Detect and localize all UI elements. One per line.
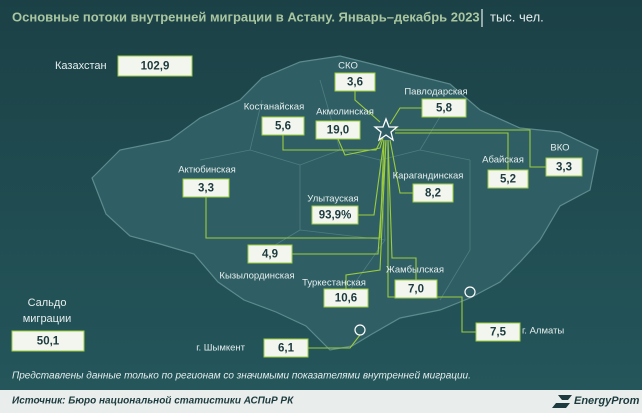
balance-box (11, 330, 85, 352)
flow-line (345, 139, 387, 289)
region-label: Актюбинская (178, 165, 236, 176)
logo-icon (552, 395, 572, 408)
region-label: Жамбылская (386, 265, 444, 276)
value-box (545, 157, 583, 177)
flow-line (389, 107, 422, 125)
region-value: 5,6 (275, 121, 291, 133)
flow-line (395, 129, 546, 168)
value-box (421, 98, 467, 118)
balance-value: 50,1 (37, 336, 60, 348)
region-value: 7,0 (408, 284, 424, 296)
flow-line (354, 91, 381, 123)
region-label: Акмолинская (316, 107, 374, 118)
total-box (117, 55, 193, 77)
flow-line (205, 139, 385, 239)
region-label: г. Шымкент (196, 343, 245, 354)
region-label: Туркестанская (302, 278, 366, 289)
value-box (334, 72, 376, 92)
region-label: Улытауская (307, 194, 358, 205)
region-value: 4,9 (262, 249, 278, 261)
brand: EnergyProm (574, 395, 640, 407)
region-label: СКО (338, 61, 358, 72)
region-value: 3,3 (198, 183, 214, 195)
value-box (323, 288, 369, 308)
balance-label: Сальдо (28, 297, 67, 309)
title: Основные потоки внутренней миграции в Ас… (12, 9, 480, 24)
value-box (263, 338, 309, 358)
region-value: 5,8 (436, 103, 453, 115)
region-value: 10,6 (335, 293, 357, 305)
value-box (315, 120, 361, 140)
almaty-marker (464, 286, 476, 298)
flow-line (389, 139, 413, 194)
region-value: 5,2 (500, 174, 516, 186)
region-label: ВКО (550, 143, 569, 154)
flow-line (308, 334, 361, 349)
flow-line (337, 137, 384, 156)
region-label: Павлодарская (404, 87, 467, 98)
value-box (311, 205, 359, 225)
region-label: Абайская (482, 155, 524, 166)
region-label: Кызылординская (219, 271, 294, 282)
value-box (247, 244, 293, 264)
footnote: Представлены данные только по регионам с… (12, 371, 471, 382)
region-label: Карагандинская (393, 171, 464, 182)
footer-bar (0, 390, 642, 413)
flow-line (395, 132, 509, 170)
unit: тыс. чел. (490, 9, 544, 24)
flow-line (282, 135, 383, 151)
regions: СКО 3,6 Павлодарская 5,8 Костанайская 5,6 Акмо… (178, 61, 583, 358)
region-value: 93,9% (319, 210, 352, 222)
flow-lines (205, 91, 546, 349)
total-label: Казахстан (55, 60, 107, 72)
value-box (182, 178, 230, 198)
region-value: 7,5 (490, 327, 507, 339)
flow-line (387, 140, 476, 333)
region-label: Костанайская (244, 102, 304, 113)
value-box (487, 169, 529, 189)
flow-line (292, 139, 387, 255)
astana-star (373, 117, 399, 142)
total-value: 102,9 (141, 61, 170, 73)
flow-line (387, 139, 417, 280)
value-box (475, 322, 521, 342)
region-value: 3,6 (347, 77, 363, 89)
region-label: г. Алматы (522, 326, 564, 337)
region-value: 8,2 (425, 188, 441, 200)
value-box (394, 279, 438, 299)
source: Источник: Бюро национальной статистики А… (12, 396, 294, 407)
balance-label: миграции (23, 313, 72, 325)
value-box (412, 183, 454, 203)
region-value: 3,3 (556, 162, 572, 174)
region-value: 6,1 (278, 343, 295, 355)
region-value: 19,0 (327, 125, 349, 137)
value-box (261, 116, 305, 136)
shymkent-marker (354, 324, 366, 336)
flow-line (358, 139, 385, 216)
